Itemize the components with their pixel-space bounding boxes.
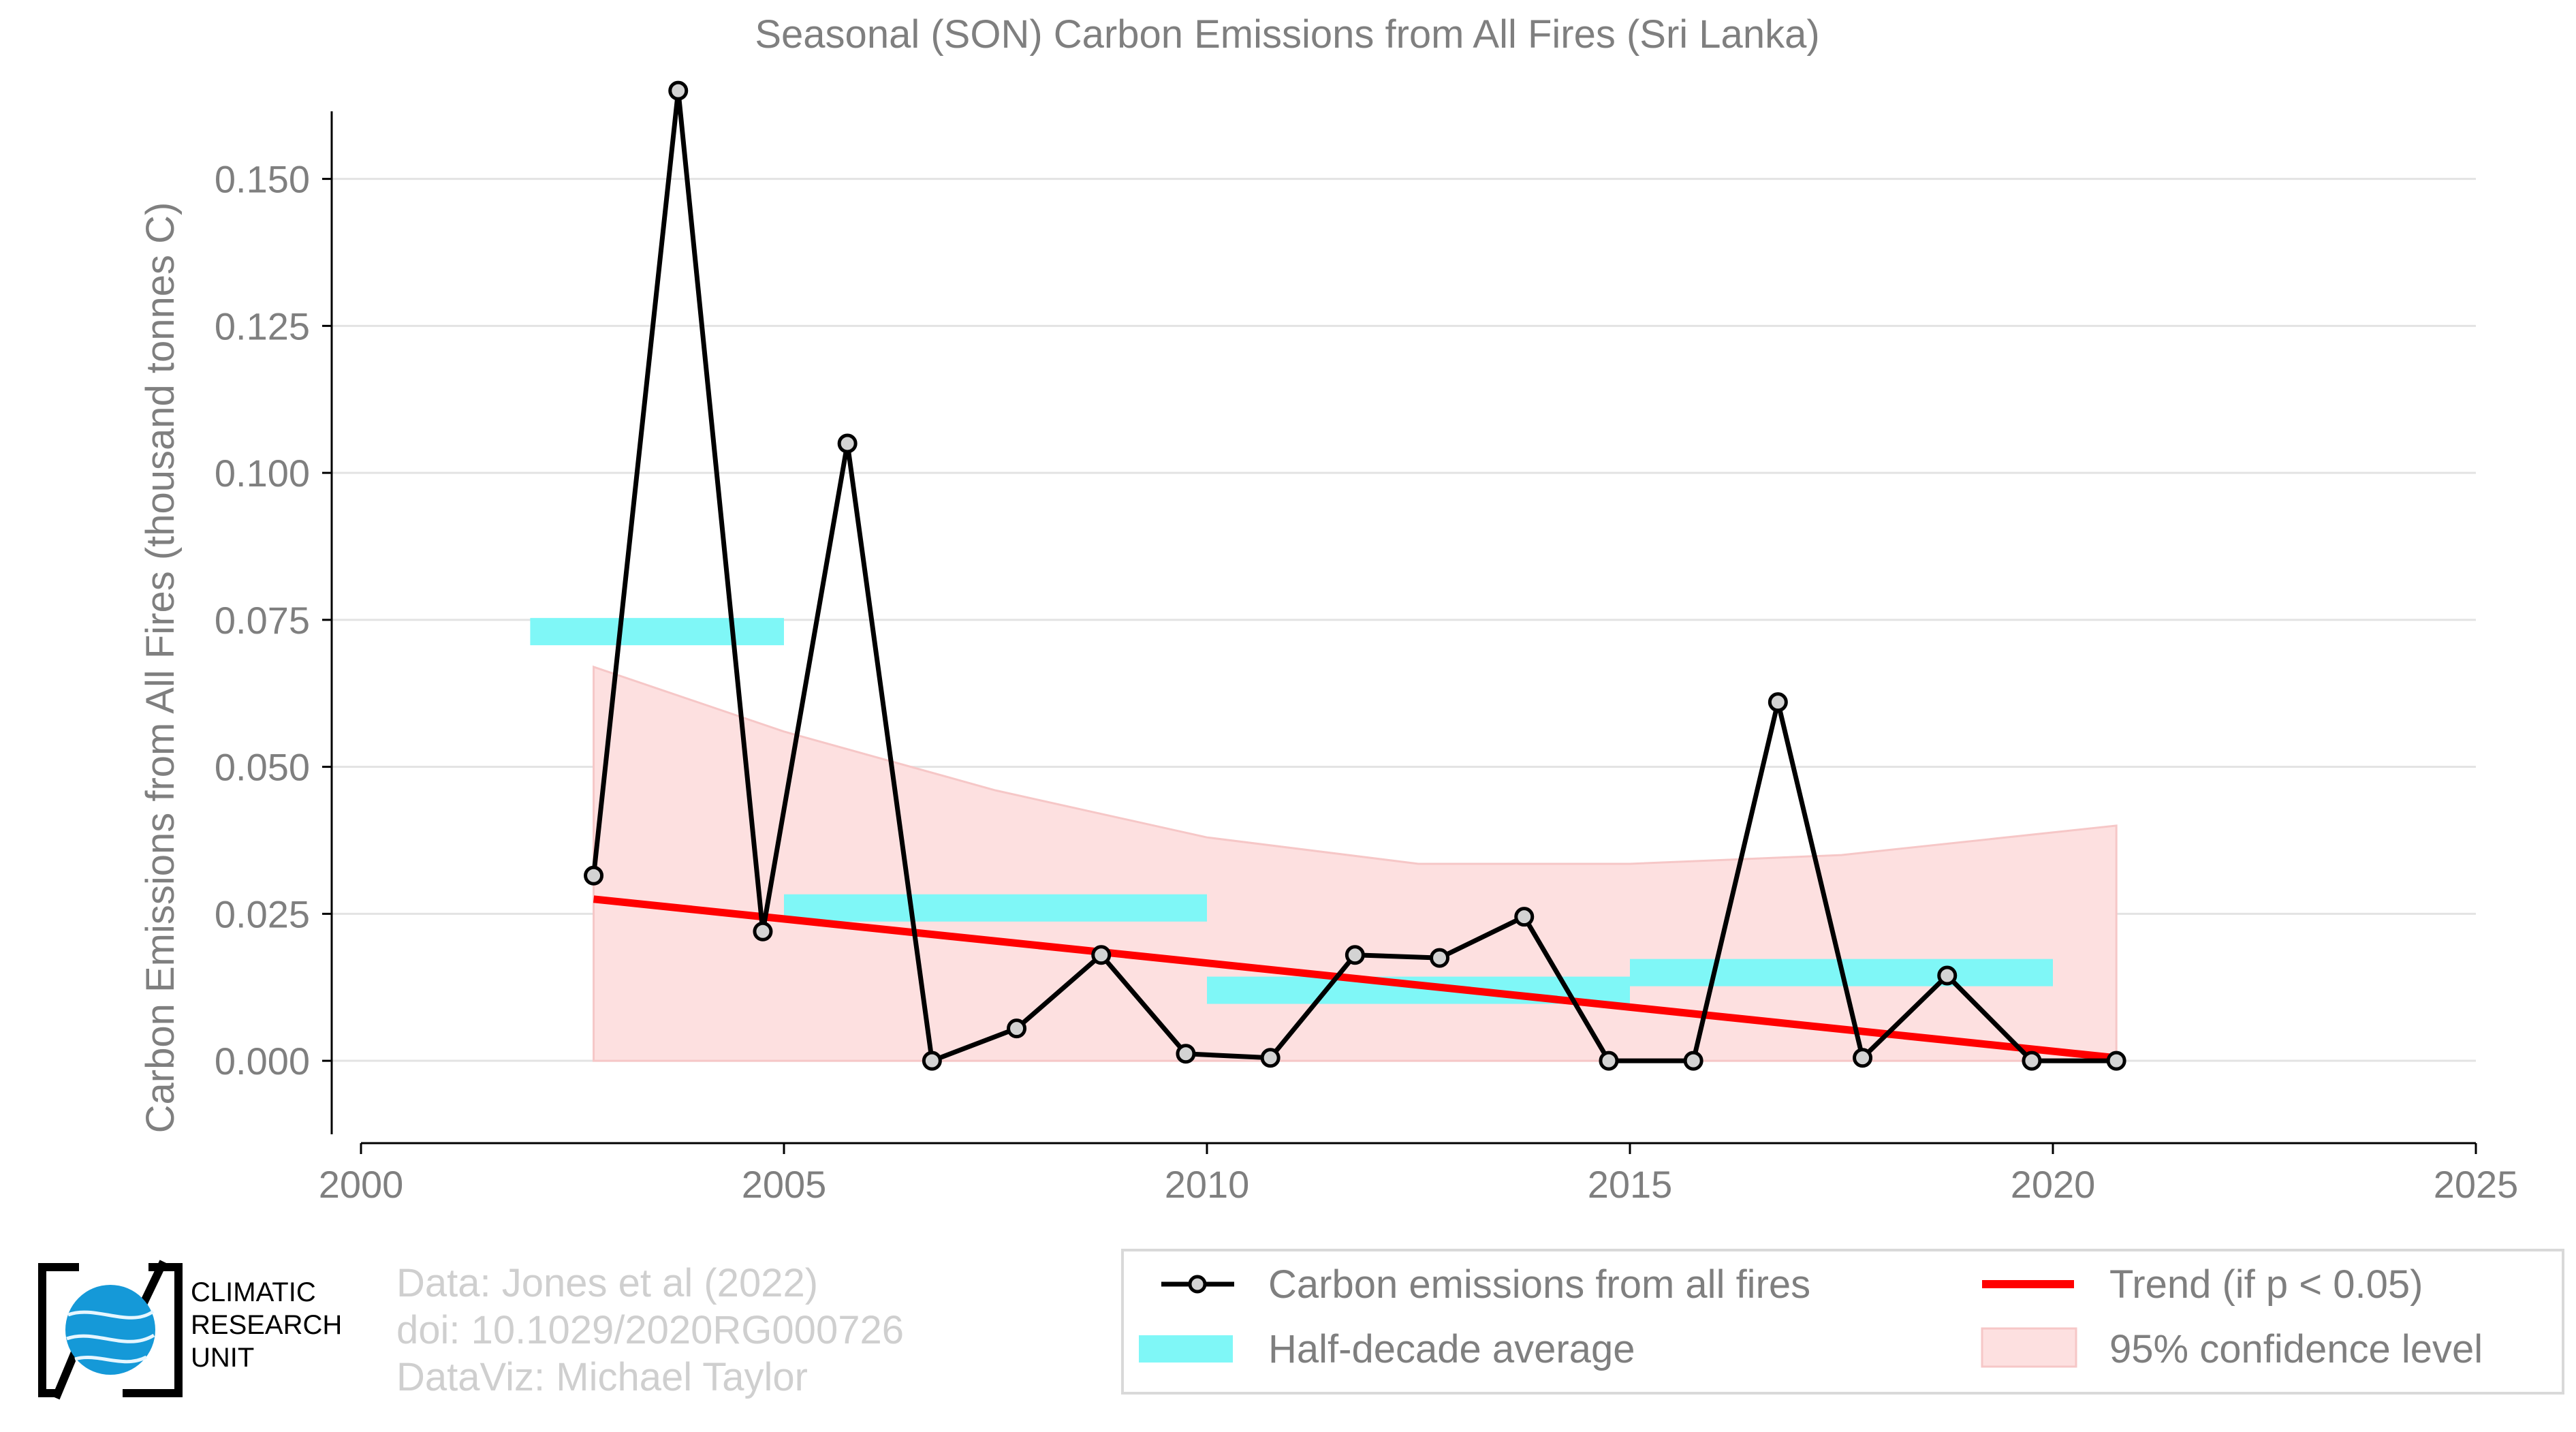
- logo-line-1: CLIMATIC: [191, 1277, 316, 1307]
- emissions-point-14: [1768, 692, 1788, 713]
- globe-icon: [65, 1285, 155, 1375]
- emissions-point-3: [837, 433, 858, 454]
- y-tick-label-0: 0.000: [215, 1040, 310, 1083]
- emissions-point-7: [1176, 1044, 1196, 1064]
- axes: 0.000 0.025 0.050 0.075 0.100 0.125 0.150 2000 2…: [215, 111, 2518, 1206]
- trend-line: [593, 895, 2117, 1062]
- x-tick-label-1: 2005: [742, 1163, 827, 1206]
- credit-data: Data: Jones et al (2022): [396, 1261, 818, 1305]
- x-tick-label-3: 2015: [1588, 1163, 1673, 1206]
- emissions-point-12: [1599, 1050, 1619, 1071]
- y-tick-label-6: 0.150: [215, 158, 310, 201]
- emissions-point-16: [1937, 965, 1958, 986]
- legend-average-swatch: [1139, 1335, 1233, 1363]
- y-tick-label-3: 0.075: [215, 599, 310, 642]
- legend-average-label: Half-decade average: [1268, 1327, 1635, 1371]
- legend-confidence-swatch: [1981, 1327, 2077, 1368]
- emissions-series-layer: [584, 80, 2126, 1071]
- credits: Data: Jones et al (2022) doi: 10.1029/20…: [396, 1261, 904, 1399]
- logo-slash-2: [52, 1350, 79, 1400]
- legend-confidence-label: 95% confidence level: [2109, 1327, 2483, 1371]
- cru-logo: CLIMATIC RESEARCH UNIT: [38, 1260, 342, 1400]
- legend: Carbon emissions from all fires Trend (i…: [1121, 1249, 2564, 1395]
- logo-line-3: UNIT: [191, 1343, 254, 1373]
- half-decade-average-layer: [530, 618, 2053, 1004]
- y-tick-label-4: 0.100: [215, 452, 310, 495]
- x-tick-label-2: 2010: [1165, 1163, 1250, 1206]
- emissions-point-6: [1091, 945, 1112, 965]
- legend-emissions-marker: [1188, 1275, 1207, 1294]
- emissions-point-13: [1683, 1050, 1703, 1071]
- credit-dataviz: DataViz: Michael Taylor: [396, 1355, 808, 1399]
- emissions-point-10: [1430, 948, 1450, 968]
- credit-doi: doi: 10.1029/2020RG000726: [396, 1308, 904, 1352]
- emissions-point-4: [922, 1050, 942, 1071]
- emissions-point-0: [584, 865, 604, 886]
- emissions-point-18: [2106, 1050, 2126, 1071]
- emissions-point-11: [1514, 907, 1535, 927]
- globe-lines: [66, 1309, 155, 1364]
- emissions-point-5: [1007, 1018, 1027, 1039]
- x-tick-label-0: 2000: [319, 1163, 404, 1206]
- half-decade-bar-1: [784, 894, 1207, 922]
- emissions-point-17: [2022, 1050, 2042, 1071]
- y-tick-label-2: 0.050: [215, 746, 310, 789]
- logo-line-2: RESEARCH: [191, 1310, 342, 1340]
- emissions-point-2: [753, 921, 773, 941]
- emissions-point-1: [668, 80, 689, 101]
- half-decade-bar-0: [530, 618, 784, 646]
- x-tick-label-5: 2025: [2434, 1163, 2519, 1206]
- logo-frame-left: [38, 1263, 79, 1397]
- legend-box: [1121, 1249, 2564, 1395]
- trend-layer: [593, 895, 2117, 1062]
- legend-trend-label: Trend (if p < 0.05): [2109, 1262, 2423, 1307]
- y-axis-label: Carbon Emissions from All Fires (thousan…: [138, 202, 183, 1134]
- y-tick-label-5: 0.125: [215, 305, 310, 347]
- emissions-point-8: [1260, 1048, 1281, 1068]
- x-tick-label-4: 2020: [2011, 1163, 2096, 1206]
- legend-emissions-label: Carbon emissions from all fires: [1268, 1262, 1810, 1307]
- emissions-point-15: [1853, 1048, 1873, 1068]
- y-tick-label-1: 0.025: [215, 892, 310, 935]
- chart-title: Seasonal (SON) Carbon Emissions from All…: [755, 12, 1819, 57]
- emissions-point-9: [1345, 945, 1365, 965]
